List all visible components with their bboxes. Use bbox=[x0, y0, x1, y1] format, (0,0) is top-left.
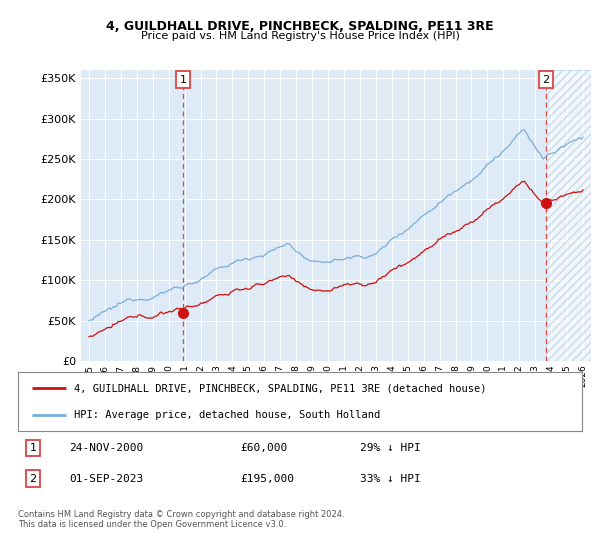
Text: 1: 1 bbox=[29, 443, 37, 453]
Text: 1: 1 bbox=[179, 74, 187, 85]
Text: £195,000: £195,000 bbox=[240, 474, 294, 484]
Text: 33% ↓ HPI: 33% ↓ HPI bbox=[360, 474, 421, 484]
Text: Price paid vs. HM Land Registry's House Price Index (HPI): Price paid vs. HM Land Registry's House … bbox=[140, 31, 460, 41]
Bar bbox=[546, 70, 591, 361]
Text: 2: 2 bbox=[29, 474, 37, 484]
Text: 2: 2 bbox=[542, 74, 550, 85]
Text: 29% ↓ HPI: 29% ↓ HPI bbox=[360, 443, 421, 453]
Text: £60,000: £60,000 bbox=[240, 443, 287, 453]
Text: 4, GUILDHALL DRIVE, PINCHBECK, SPALDING, PE11 3RE: 4, GUILDHALL DRIVE, PINCHBECK, SPALDING,… bbox=[106, 20, 494, 32]
Text: 24-NOV-2000: 24-NOV-2000 bbox=[69, 443, 143, 453]
Text: 4, GUILDHALL DRIVE, PINCHBECK, SPALDING, PE11 3RE (detached house): 4, GUILDHALL DRIVE, PINCHBECK, SPALDING,… bbox=[74, 383, 487, 393]
Text: 01-SEP-2023: 01-SEP-2023 bbox=[69, 474, 143, 484]
Text: HPI: Average price, detached house, South Holland: HPI: Average price, detached house, Sout… bbox=[74, 410, 380, 421]
Text: Contains HM Land Registry data © Crown copyright and database right 2024.
This d: Contains HM Land Registry data © Crown c… bbox=[18, 510, 344, 529]
